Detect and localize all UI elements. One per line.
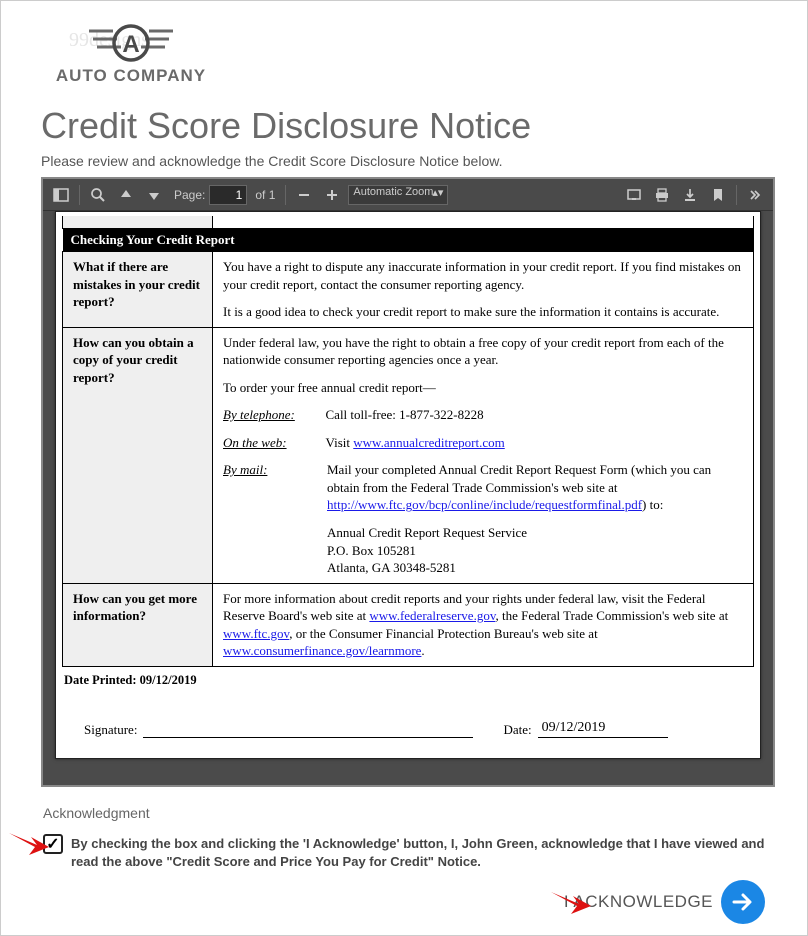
print-icon[interactable] [650, 183, 674, 207]
sidebar-toggle-icon[interactable] [49, 183, 73, 207]
table-row: How can you get more information? For mo… [63, 583, 754, 666]
next-page-icon[interactable] [142, 183, 166, 207]
ftc-link[interactable]: www.ftc.gov [223, 626, 289, 641]
zoom-select-label: Automatic Zoom [353, 186, 433, 198]
annualcreditreport-link[interactable]: www.annualcreditreport.com [353, 435, 505, 450]
acknowledgment-section: Acknowledgment ✓ By checking the box and… [41, 805, 767, 924]
toolbar-separator [79, 185, 80, 205]
zoom-in-icon[interactable] [320, 183, 344, 207]
page-number-input[interactable] [209, 185, 247, 205]
callout-arrow-icon [7, 829, 51, 862]
doc-section-heading: Checking Your Credit Report [63, 229, 754, 252]
bookmark-icon[interactable] [706, 183, 730, 207]
search-icon[interactable] [86, 183, 110, 207]
answer-cell: Under federal law, you have the right to… [213, 327, 754, 583]
pdf-page: Checking Your Credit Report What if ther… [55, 211, 761, 759]
cfpb-link[interactable]: www.consumerfinance.gov/learnmore [223, 643, 421, 658]
company-logo: A AUTO COMPANY [41, 21, 767, 91]
pdf-toolbar: Page: of 1 Automatic Zoom▴▾ [43, 179, 773, 211]
pdf-stage[interactable]: Checking Your Credit Report What if ther… [43, 211, 773, 785]
zoom-select[interactable]: Automatic Zoom▴▾ [348, 185, 448, 205]
federalreserve-link[interactable]: www.federalreserve.gov [369, 608, 495, 623]
question-cell: How can you obtain a copy of your credit… [63, 327, 213, 583]
zoom-out-icon[interactable] [292, 183, 316, 207]
table-row: How can you obtain a copy of your credit… [63, 327, 754, 583]
pdf-viewer: Page: of 1 Automatic Zoom▴▾ Checking You… [41, 177, 775, 787]
signature-row: Signature: Date:09/12/2019 [62, 694, 754, 748]
download-icon[interactable] [678, 183, 702, 207]
ftc-form-link[interactable]: http://www.ftc.gov/bcp/conline/include/r… [327, 497, 642, 512]
more-tools-icon[interactable] [743, 183, 767, 207]
toolbar-separator [285, 185, 286, 205]
acknowledge-button[interactable]: I ACKNOWLEDGE [564, 880, 765, 924]
answer-cell: For more information about credit report… [213, 583, 754, 666]
acknowledgment-title: Acknowledgment [43, 805, 765, 821]
page-title: Credit Score Disclosure Notice [41, 105, 767, 147]
date-value: 09/12/2019 [538, 720, 668, 738]
signature-line [143, 724, 473, 738]
callout-arrow-icon [549, 888, 593, 921]
toolbar-separator [736, 185, 737, 205]
question-cell: What if there are mistakes in your credi… [63, 252, 213, 328]
table-row: What if there are mistakes in your credi… [63, 252, 754, 328]
question-cell: How can you get more information? [63, 583, 213, 666]
presentation-icon[interactable] [622, 183, 646, 207]
page-label: Page: [174, 188, 205, 202]
date-printed: Date Printed: 09/12/2019 [62, 667, 754, 694]
arrow-right-icon [721, 880, 765, 924]
prev-page-icon[interactable] [114, 183, 138, 207]
svg-text:A: A [122, 31, 139, 58]
page-total-label: of 1 [255, 188, 275, 202]
svg-text:AUTO COMPANY: AUTO COMPANY [56, 66, 206, 85]
answer-cell: You have a right to dispute any inaccura… [213, 252, 754, 328]
acknowledge-text: By checking the box and clicking the 'I … [71, 835, 765, 870]
page-subtitle: Please review and acknowledge the Credit… [41, 153, 767, 169]
